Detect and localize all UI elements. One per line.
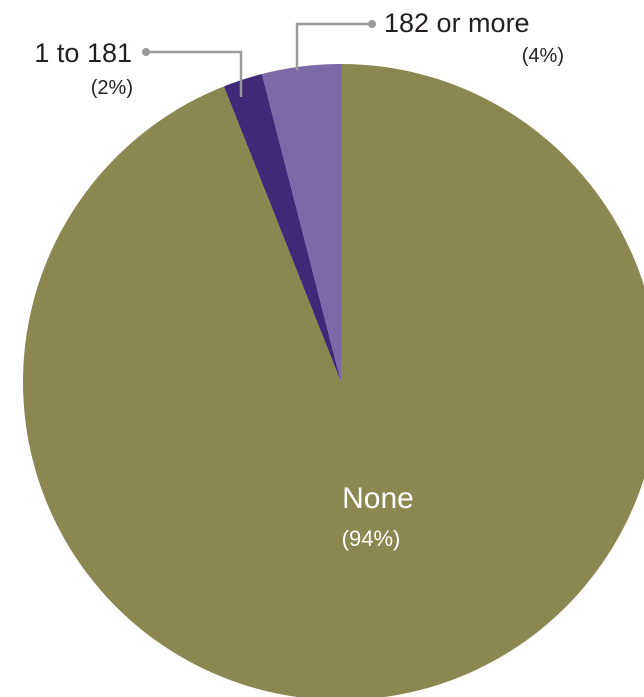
leader-dot-1-to-181 [142,48,150,56]
label-1-to-181: 1 to 181 [34,38,132,68]
label-182-or-more-percent: (4%) [522,45,564,67]
label-none-percent: (94%) [342,526,401,551]
slice-labels: 1 to 181 (2%) 182 or more (4%) None (94%… [34,8,564,551]
pie-slice-182-or-more [261,64,341,382]
label-1-to-181-percent: (2%) [91,77,133,99]
leader-line-182-or-more [295,22,372,70]
leader-dot-182-or-more [368,20,376,28]
pie-slice-1-to-181 [223,73,341,383]
leader-line-1-to-181 [146,50,243,97]
pie-slice-none [23,64,644,697]
leader-lines [142,20,376,97]
pie-slices [23,64,644,697]
label-none: None [342,482,414,515]
label-182-or-more: 182 or more [384,8,530,38]
